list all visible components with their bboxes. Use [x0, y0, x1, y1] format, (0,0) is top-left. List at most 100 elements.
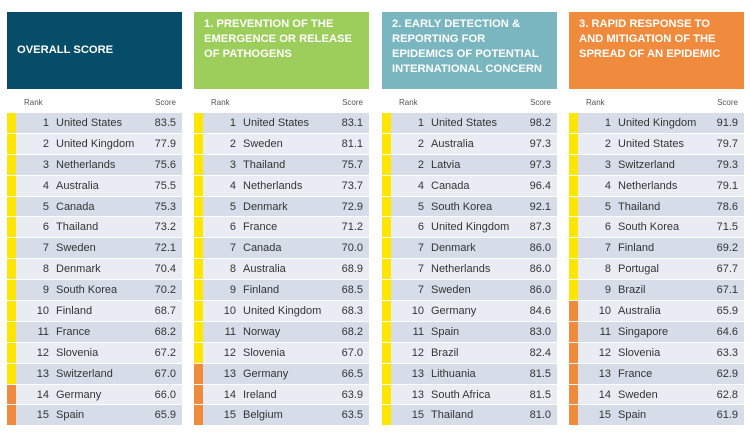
country-name: Denmark: [56, 263, 101, 276]
band-marker: [7, 301, 16, 321]
ranking-row: 10 Germany 84.6: [382, 301, 557, 322]
score-value: 83.5: [154, 116, 176, 129]
score-value: 67.0: [154, 367, 176, 380]
country-name: Canada: [243, 242, 282, 255]
country-name: Spain: [431, 325, 460, 338]
ranking-row: 14 Germany 66.0: [7, 384, 182, 406]
score-value: 63.3: [716, 346, 738, 359]
score-value: 71.5: [716, 221, 738, 234]
score-value: 86.0: [529, 263, 551, 276]
band-marker: [7, 154, 16, 175]
ranking-row: 5 Thailand 78.6: [569, 196, 744, 218]
band-marker: [569, 363, 578, 384]
ranking-row: 4 Canada 96.4: [382, 175, 557, 197]
country-name: Australia: [56, 179, 99, 192]
country-name: Spain: [618, 409, 647, 422]
score-value: 67.2: [154, 346, 176, 359]
rank-value: 10: [36, 304, 49, 317]
band-marker: [194, 217, 203, 238]
band-marker: [382, 175, 391, 196]
rank-value: 6: [417, 221, 424, 234]
ranking-row: 3 Thailand 75.7: [194, 154, 369, 176]
band-marker: [569, 175, 578, 196]
rank-value: 11: [224, 325, 236, 338]
ranking-row: 8 Australia 68.9: [194, 259, 369, 281]
score-value: 79.1: [716, 179, 738, 192]
country-name: United Kingdom: [243, 304, 322, 317]
country-name: Netherlands: [431, 263, 491, 276]
band-marker: [382, 154, 391, 175]
score-value: 97.3: [529, 137, 551, 150]
ranking-row: 2 Sweden 81.1: [194, 133, 369, 155]
score-value: 70.0: [341, 242, 363, 255]
score-value: 87.3: [529, 221, 551, 234]
band-marker: [194, 301, 203, 321]
ranking-row: 13 South Africa 81.5: [382, 384, 557, 406]
score-value: 70.4: [154, 263, 176, 276]
band-marker: [194, 175, 203, 196]
score-value: 83.1: [341, 116, 363, 129]
score-value: 68.5: [341, 284, 363, 297]
rank-value: 12: [223, 346, 236, 359]
rank-value: 3: [42, 158, 49, 171]
band-marker: [7, 196, 16, 217]
rank-value: 4: [42, 179, 49, 192]
ranking-row: 4 Netherlands 73.7: [194, 175, 369, 197]
score-value: 86.0: [529, 242, 551, 255]
ranking-row: 2 Australia 97.3: [382, 133, 557, 155]
ranking-row: 1 United States 83.1: [194, 113, 369, 134]
score-value: 92.1: [529, 200, 551, 213]
band-marker: [569, 154, 578, 175]
rank-value: 9: [42, 284, 49, 297]
rank-value: 2: [417, 158, 424, 171]
country-name: Netherlands: [618, 179, 678, 192]
country-name: South Korea: [618, 221, 680, 234]
ranking-row: 13 Switzerland 67.0: [7, 363, 182, 385]
panel-title: OVERALL SCORE: [7, 12, 182, 89]
band-marker: [569, 133, 578, 154]
ranking-row: 7 Finland 69.2: [569, 238, 744, 260]
score-value: 63.5: [341, 409, 363, 422]
band-marker: [569, 238, 578, 259]
band-marker: [7, 238, 16, 259]
country-name: Finland: [56, 304, 93, 317]
score-column-label: Score: [717, 97, 738, 107]
country-name: Germany: [243, 367, 289, 380]
band-marker: [569, 301, 578, 321]
rank-value: 12: [411, 346, 424, 359]
ranking-row: 11 Norway 68.2: [194, 321, 369, 343]
rank-value: 15: [411, 409, 424, 422]
country-name: Germany: [56, 388, 102, 401]
rank-value: 1: [229, 116, 236, 129]
ranking-list: 1 United Kingdom 91.9 2 United States 79.7 3 Sw…: [569, 113, 744, 427]
rank-value: 10: [598, 304, 611, 317]
country-name: Slovenia: [56, 346, 99, 359]
rank-value: 8: [604, 263, 611, 276]
country-name: France: [618, 367, 653, 380]
score-value: 79.7: [716, 137, 738, 150]
score-value: 68.7: [154, 304, 176, 317]
score-value: 96.4: [529, 179, 551, 192]
rank-value: 12: [598, 346, 611, 359]
score-value: 81.1: [341, 137, 363, 150]
ranking-row: 6 South Korea 71.5: [569, 217, 744, 239]
country-name: Australia: [618, 304, 661, 317]
country-name: Finland: [243, 284, 280, 297]
rank-value: 4: [604, 179, 611, 192]
score-value: 68.9: [341, 263, 363, 276]
rank-value: 7: [417, 263, 424, 276]
band-marker: [569, 405, 578, 426]
score-value: 72.9: [341, 200, 363, 213]
ranking-row: 4 Australia 75.5: [7, 175, 182, 197]
score-value: 62.9: [716, 367, 738, 380]
rank-value: 8: [229, 263, 236, 276]
rank-value: 9: [604, 284, 611, 297]
rank-value: 6: [604, 221, 611, 234]
country-name: South Korea: [56, 284, 118, 297]
band-marker: [194, 384, 203, 405]
country-name: Canada: [431, 179, 470, 192]
band-marker: [194, 363, 203, 384]
country-name: Norway: [243, 325, 281, 338]
column-headers: Rank Score: [569, 91, 744, 113]
band-marker: [7, 405, 16, 426]
